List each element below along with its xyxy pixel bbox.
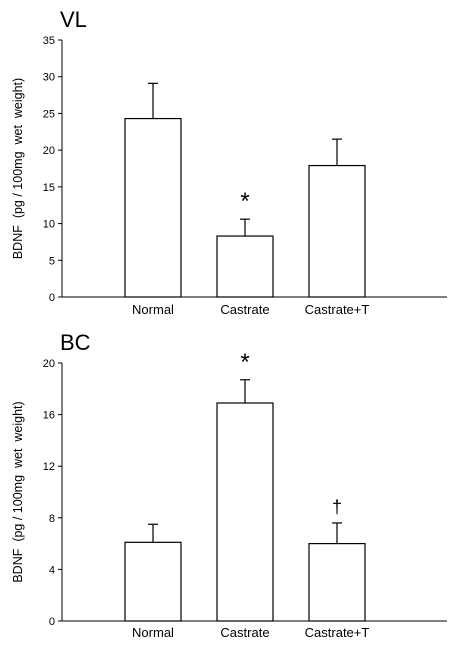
y-tick-label: 20 <box>43 145 55 157</box>
significance-marker: * <box>240 349 249 376</box>
y-tick-label: 4 <box>49 564 55 576</box>
significance-marker: * <box>240 188 249 215</box>
y-tick-label: 16 <box>43 410 55 422</box>
panel-title: BC <box>60 330 91 355</box>
category-label: Castrate <box>220 302 269 317</box>
category-label: Normal <box>132 302 174 317</box>
bar <box>308 164 366 298</box>
y-axis-label: BDNF (pg / 100mg wet weight) <box>11 78 25 259</box>
panel-title: VL <box>60 7 87 32</box>
bar <box>124 541 182 622</box>
bar <box>124 117 182 298</box>
category-label: Castrate <box>220 625 269 640</box>
bar <box>216 402 274 622</box>
y-tick-label: 35 <box>43 35 55 47</box>
category-label: Castrate+T <box>305 302 370 317</box>
bar <box>308 542 366 622</box>
y-tick-label: 20 <box>43 358 55 370</box>
category-label: Castrate+T <box>305 625 370 640</box>
y-tick-label: 30 <box>43 72 55 84</box>
significance-marker: † <box>332 497 342 517</box>
chart-panel-2: BC 0 4 8 12 16 20 BDNF (pg / 100mg wet weight) N… <box>11 330 447 640</box>
y-tick-label: 8 <box>49 513 55 525</box>
category-label: Normal <box>132 625 174 640</box>
y-axis-label: BDNF (pg / 100mg wet weight) <box>11 401 25 582</box>
y-tick-label: 0 <box>49 292 55 304</box>
y-tick-label: 0 <box>49 616 55 628</box>
y-tick-label: 25 <box>43 108 55 120</box>
chart-panel-1: VL 0 5 10 15 20 25 30 35 BDNF (pg / 100mg wet wei… <box>11 7 447 317</box>
y-tick-label: 15 <box>43 182 55 194</box>
y-tick-label: 5 <box>49 255 55 267</box>
y-tick-label: 10 <box>43 219 55 231</box>
y-tick-label: 12 <box>43 461 55 473</box>
bar <box>216 235 274 298</box>
